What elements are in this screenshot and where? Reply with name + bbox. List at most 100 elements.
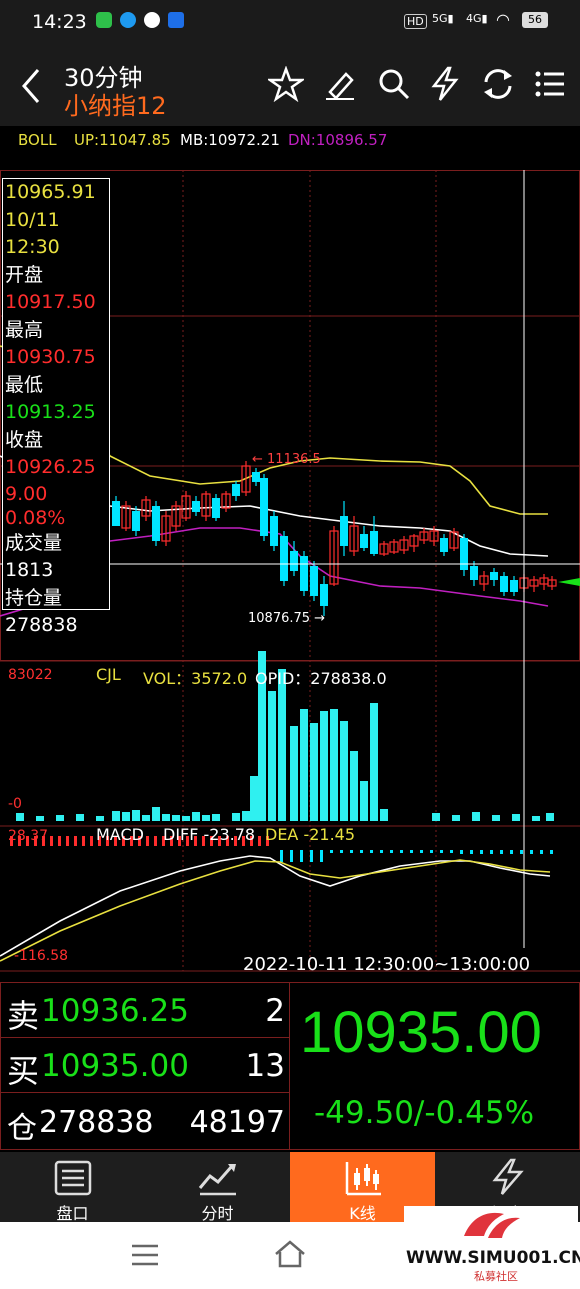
macd-bar [550, 850, 553, 854]
macd-bar [470, 850, 473, 854]
macd-bar [258, 836, 261, 846]
macd-bar [122, 836, 125, 846]
macd-bar [146, 836, 149, 846]
open-interest-row: 仓 278838 48197 [0, 1092, 290, 1150]
volume-bar [96, 816, 104, 821]
star-icon[interactable] [268, 66, 304, 102]
candle-body [340, 516, 348, 546]
line-chart-icon [198, 1164, 236, 1196]
last-price-cell: 10935.00 -49.50/-0.45% [289, 982, 580, 1150]
macd-bar [540, 850, 543, 854]
macd-title: MACD [96, 825, 144, 844]
tab-pankou[interactable]: 盘口 [0, 1152, 145, 1223]
volume-bar [380, 809, 388, 821]
table-icon [54, 1160, 91, 1196]
macd-bar [186, 836, 189, 846]
candle-body [329, 530, 339, 585]
info-open-label: 开盘 [5, 263, 44, 286]
boll-label: BOLL [18, 131, 57, 149]
volume-bar [202, 815, 210, 821]
candle-body [440, 538, 448, 552]
buy-row[interactable]: 买 10935.00 13 [0, 1037, 290, 1093]
macd-bar [82, 836, 85, 846]
macd-bar [114, 836, 117, 846]
candle-body [270, 516, 278, 546]
lightning-icon[interactable] [428, 66, 464, 102]
watermark-caption: 私募社区 [474, 1270, 518, 1283]
search-icon[interactable] [376, 66, 412, 102]
macd-bar [370, 850, 373, 853]
tab-fenshi[interactable]: 分时 [145, 1152, 290, 1223]
volume-bar [76, 814, 84, 821]
sell-qty: 2 [265, 993, 285, 1029]
candle-body [300, 556, 308, 591]
boll-up: UP:11047.85 [74, 131, 171, 149]
macd-bar [58, 836, 61, 846]
macd-bar [440, 850, 443, 853]
info-oi: 278838 [5, 614, 78, 636]
macd-dea-line [0, 859, 551, 962]
candle-body [399, 539, 409, 551]
refresh-icon[interactable] [480, 66, 516, 102]
volume-bar [212, 814, 220, 821]
candle-body [171, 505, 181, 527]
volume-bar [56, 815, 64, 821]
sell-row[interactable]: 卖 10936.25 2 [0, 982, 290, 1038]
macd-bar [520, 850, 523, 854]
volume-bar [152, 807, 160, 821]
volume-bar [250, 776, 258, 821]
candle-body [141, 499, 151, 517]
volume-bar [278, 669, 286, 821]
volume-bar [132, 810, 140, 821]
info-open: 10917.50 [5, 291, 96, 313]
info-volume: 1813 [5, 559, 54, 581]
candle-body [161, 515, 171, 542]
candle-body [419, 531, 429, 541]
candle-body [241, 465, 251, 493]
volume-bar [242, 811, 250, 821]
candle-body [429, 530, 439, 542]
macd-top-label: 28.37 [8, 828, 49, 844]
candle-body [360, 534, 368, 548]
volume-zero-label: -0 [8, 796, 22, 812]
back-icon[interactable] [18, 66, 46, 106]
boll-dn: DN:10896.57 [288, 131, 388, 149]
app-icon [120, 12, 136, 28]
macd-bar [320, 850, 323, 862]
candlestick-icon [345, 1162, 381, 1196]
last-change: -49.50/-0.45% [314, 1095, 535, 1131]
macd-bar [380, 850, 383, 853]
app-icon [96, 12, 112, 28]
macd-bar [194, 836, 197, 846]
volume-bar [310, 723, 318, 821]
watermark-logo-icon [464, 1212, 520, 1238]
volume-bar [340, 721, 348, 821]
home-icon[interactable] [272, 1238, 308, 1270]
macd-bar [178, 836, 181, 846]
buy-price: 10935.00 [41, 1048, 189, 1084]
lightning-icon [491, 1158, 524, 1195]
macd-diff-line [0, 855, 551, 957]
volume-bar [122, 812, 130, 821]
volume-bar [232, 813, 240, 821]
candle-body [470, 566, 478, 580]
status-time: 14:23 [32, 11, 87, 33]
menu-icon[interactable] [532, 66, 568, 102]
candle-body [252, 472, 260, 482]
candle-body [232, 484, 240, 496]
sell-price: 10936.25 [41, 993, 189, 1029]
boll-mb: MB:10972.21 [180, 131, 280, 149]
volume-bar [268, 691, 276, 821]
volume-bar [172, 815, 180, 821]
volume-value: VOL：3572.0 [143, 669, 248, 688]
candle-body [192, 501, 200, 512]
volume-bar [258, 651, 266, 821]
menu-icon[interactable] [130, 1242, 160, 1268]
macd-bar [420, 850, 423, 853]
candle-body [290, 551, 298, 571]
price-pointer-icon [558, 578, 580, 586]
macd-bar [490, 850, 493, 854]
pen-icon[interactable] [322, 66, 358, 102]
macd-bar [106, 836, 109, 846]
signal-5g-icon: 5G▮ [432, 12, 454, 25]
